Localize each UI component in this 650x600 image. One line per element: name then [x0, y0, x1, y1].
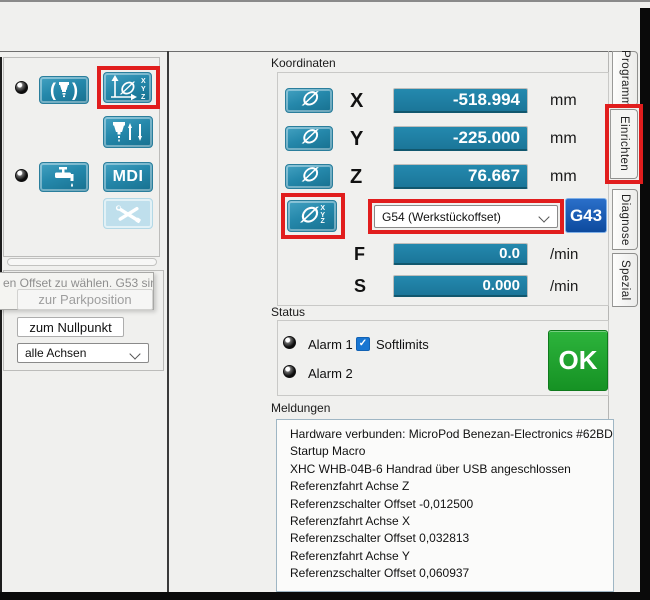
axis-y-unit: mm: [550, 130, 577, 147]
tab-diagnose-label: Diagnose: [619, 193, 631, 246]
log-line: Referenzschalter Offset 0,060937: [290, 566, 470, 581]
tool-updown-icon: [111, 120, 145, 144]
feed-f-unit: /min: [550, 246, 579, 263]
alarm1-label: Alarm 1: [308, 337, 353, 352]
mdi-button[interactable]: MDI: [103, 162, 153, 192]
tab-programm[interactable]: Programm: [612, 50, 638, 107]
alarm2-led: [283, 365, 296, 378]
speed-s-label: S: [354, 276, 367, 296]
spindle-icon: [56, 80, 72, 100]
work-offset-select[interactable]: G54 (Werkstückoffset): [374, 205, 558, 228]
axis-x-value: -518.994: [393, 88, 528, 113]
tab-diagnose[interactable]: Diagnose: [612, 189, 638, 250]
feed-f-label: F: [354, 244, 365, 264]
svg-text:∅: ∅: [119, 79, 136, 98]
window-top-edge: [0, 0, 650, 2]
tab-programm-label: Programm: [619, 50, 631, 107]
coordinates-section-title: Koordinaten: [271, 56, 336, 70]
speed-s-unit: /min: [550, 278, 579, 295]
zero-x-button[interactable]: ∅: [285, 88, 333, 113]
zero-icon: ∅: [300, 127, 318, 148]
coolant-status-led: [15, 169, 28, 182]
tab-spezial[interactable]: Spezial: [612, 253, 638, 307]
status-groupbox: [277, 320, 609, 396]
speed-s-value: 0.000: [393, 275, 528, 297]
axis-x-unit: mm: [550, 92, 577, 109]
zero-coordinates-button[interactable]: ∅ X Y Z: [103, 72, 152, 103]
coolant-button[interactable]: [39, 162, 89, 192]
g43-label: G43: [569, 205, 603, 225]
log-line: Hardware verbunden: MicroPod Benezan-Ele…: [290, 427, 614, 441]
axis-x-label: X: [350, 90, 364, 112]
paren-open-glyph: (: [50, 79, 56, 100]
axes-select-value: alle Achsen: [25, 346, 87, 360]
content-top-border: [0, 51, 612, 52]
svg-text:Z: Z: [141, 94, 146, 101]
left-goto-groupbox: [3, 270, 164, 371]
chevron-down-icon: [129, 348, 141, 360]
g43-button[interactable]: G43: [565, 198, 607, 233]
spindle-toggle-button[interactable]: ( ): [39, 76, 89, 104]
wrench-screwdriver-icon: [114, 203, 142, 225]
zero-xyz-axes-icon: ∅ X Y Z: [106, 74, 149, 101]
axis-y-value: -225.000: [393, 126, 528, 151]
axis-y-label: Y: [350, 128, 364, 150]
corner-patch: [640, 0, 650, 8]
alarm1-led: [283, 336, 296, 349]
coordinates-groupbox: [277, 72, 609, 306]
park-position-label: zur Parkposition: [38, 292, 132, 307]
log-line: XHC WHB-04B-6 Handrad über USB angeschlo…: [290, 461, 571, 476]
axis-z-label: Z: [350, 166, 363, 188]
svg-text:X: X: [141, 78, 146, 85]
axes-select[interactable]: alle Achsen: [17, 343, 149, 363]
log-line: Referenzfahrt Achse Z: [290, 479, 410, 494]
mdi-label: MDI: [112, 168, 144, 185]
zero-point-label: zum Nullpunkt: [29, 319, 112, 335]
alarm2-label: Alarm 2: [308, 366, 353, 381]
messages-section-title: Meldungen: [271, 401, 331, 415]
xyz-letters: X Y Z: [320, 205, 325, 226]
settings-tools-button[interactable]: [103, 198, 153, 229]
zero-all-axes-button[interactable]: ∅ X Y Z: [287, 200, 337, 232]
left-button-groupbox: [3, 57, 160, 257]
status-section-title: Status: [271, 305, 306, 319]
progress-bar: [7, 258, 157, 266]
log-line: Startup Macro: [290, 444, 366, 459]
ok-button[interactable]: OK: [548, 330, 608, 391]
work-offset-value: G54 (Werkstückoffset): [382, 209, 501, 224]
tab-spezial-label: Spezial: [619, 259, 631, 301]
log-line: Referenzfahrt Achse X: [290, 514, 411, 529]
messages-log[interactable]: Hardware verbunden: MicroPod Benezan-Ele…: [276, 419, 614, 592]
zero-z-button[interactable]: ∅: [285, 164, 333, 189]
tab-einrichten[interactable]: Einrichten: [610, 109, 638, 179]
softlimits-checkbox[interactable]: ✓: [356, 337, 370, 351]
check-icon: ✓: [358, 338, 368, 349]
ok-label: OK: [558, 345, 598, 375]
axis-z-value: 76.667: [393, 164, 528, 189]
softlimits-label: Softlimits: [376, 337, 429, 352]
log-line: Referenzfahrt Achse Y: [290, 548, 410, 563]
feed-f-value: 0.0: [393, 243, 528, 265]
zero-y-button[interactable]: ∅: [285, 126, 333, 151]
svg-text:Y: Y: [141, 86, 146, 93]
zero-icon: ∅: [300, 165, 318, 186]
axis-z-unit: mm: [550, 168, 577, 185]
tab-einrichten-label: Einrichten: [618, 116, 630, 172]
log-line: Referenzschalter Offset 0,032813: [290, 531, 470, 546]
zero-point-button[interactable]: zum Nullpunkt: [17, 317, 124, 337]
park-position-button[interactable]: zur Parkposition: [17, 289, 153, 310]
paren-close-glyph: ): [72, 79, 78, 100]
zero-icon: ∅: [299, 203, 318, 227]
panel-divider: [167, 51, 169, 592]
left-window-edge: [0, 57, 2, 592]
offset-tooltip-text: en Offset zu wählen. G53 sind: [3, 276, 153, 290]
zero-icon: ∅: [300, 89, 318, 110]
chevron-down-icon: [538, 211, 550, 223]
log-line: Referenzschalter Offset -0,012500: [290, 496, 474, 511]
spindle-status-led: [15, 81, 28, 94]
tool-updown-button[interactable]: [103, 116, 153, 148]
coolant-faucet-icon: [51, 166, 77, 188]
